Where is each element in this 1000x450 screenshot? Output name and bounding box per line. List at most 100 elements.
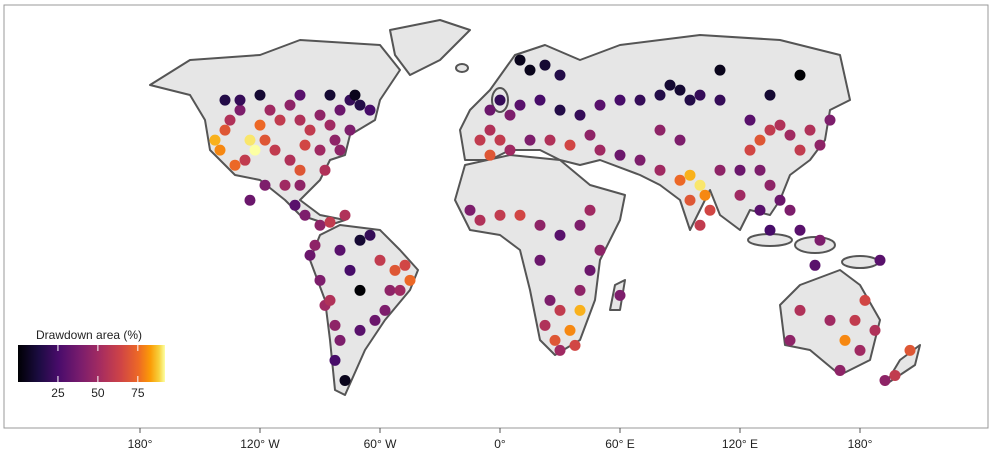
site-point <box>484 124 496 136</box>
site-point <box>379 304 391 316</box>
site-point <box>574 304 586 316</box>
x-tick-label: 0° <box>494 437 506 450</box>
site-point <box>324 216 336 228</box>
site-point <box>239 154 251 166</box>
site-point <box>334 244 346 256</box>
site-point <box>389 264 401 276</box>
site-point <box>254 119 266 131</box>
site-point <box>354 99 366 111</box>
site-point <box>869 324 881 336</box>
site-point <box>244 194 256 206</box>
site-point <box>654 89 666 101</box>
colorbar-tick-label: 75 <box>131 386 145 400</box>
site-point <box>584 204 596 216</box>
site-point <box>349 89 361 101</box>
site-point <box>514 209 526 221</box>
site-point <box>754 164 766 176</box>
site-point <box>294 164 306 176</box>
site-point <box>539 319 551 331</box>
x-tick-label: 180° <box>128 437 153 450</box>
site-point <box>684 169 696 181</box>
site-point <box>504 109 516 121</box>
site-point <box>574 109 586 121</box>
site-point <box>494 134 506 146</box>
site-point <box>704 204 716 216</box>
site-point <box>674 174 686 186</box>
site-point <box>714 64 726 76</box>
site-point <box>684 94 696 106</box>
x-tick-label: 120° W <box>240 437 280 450</box>
site-point <box>354 234 366 246</box>
site-point <box>564 324 576 336</box>
site-point <box>859 294 871 306</box>
site-point <box>634 154 646 166</box>
site-point <box>804 124 816 136</box>
site-point <box>244 134 256 146</box>
site-point <box>309 239 321 251</box>
site-point <box>304 124 316 136</box>
site-point <box>314 274 326 286</box>
site-point <box>294 114 306 126</box>
site-point <box>329 134 341 146</box>
site-point <box>784 334 796 346</box>
site-point <box>324 89 336 101</box>
site-point <box>734 164 746 176</box>
colorbar <box>18 345 165 382</box>
site-point <box>269 144 281 156</box>
site-point <box>299 209 311 221</box>
site-point <box>554 104 566 116</box>
site-point <box>614 289 626 301</box>
site-point <box>654 124 666 136</box>
site-point <box>534 254 546 266</box>
site-point <box>539 59 551 71</box>
site-point <box>324 119 336 131</box>
site-point <box>284 154 296 166</box>
site-point <box>874 254 886 266</box>
site-point <box>879 374 891 386</box>
site-point <box>314 144 326 156</box>
site-point <box>764 124 776 136</box>
site-point <box>824 314 836 326</box>
site-point <box>694 89 706 101</box>
site-point <box>404 274 416 286</box>
site-point <box>594 144 606 156</box>
site-point <box>274 114 286 126</box>
site-point <box>839 334 851 346</box>
site-point <box>814 139 826 151</box>
site-point <box>494 94 506 106</box>
x-tick-label: 60° E <box>605 437 634 450</box>
site-point <box>249 144 261 156</box>
site-point <box>594 244 606 256</box>
site-point <box>354 284 366 296</box>
site-point <box>809 259 821 271</box>
site-point <box>634 94 646 106</box>
site-point <box>314 109 326 121</box>
site-point <box>694 219 706 231</box>
site-point <box>694 179 706 191</box>
site-point <box>329 354 341 366</box>
island <box>455 63 469 73</box>
site-point <box>744 114 756 126</box>
site-point <box>569 339 581 351</box>
site-point <box>574 284 586 296</box>
site-point <box>794 224 806 236</box>
site-point <box>584 129 596 141</box>
site-point <box>464 204 476 216</box>
site-point <box>214 144 226 156</box>
site-point <box>289 199 301 211</box>
site-point <box>494 209 506 221</box>
site-point <box>554 304 566 316</box>
site-point <box>484 149 496 161</box>
site-point <box>574 219 586 231</box>
site-point <box>794 144 806 156</box>
site-point <box>354 324 366 336</box>
site-point <box>399 259 411 271</box>
site-point <box>324 294 336 306</box>
site-point <box>474 134 486 146</box>
site-point <box>334 144 346 156</box>
site-point <box>534 94 546 106</box>
site-point <box>714 94 726 106</box>
x-tick-label: 120° E <box>722 437 758 450</box>
site-point <box>784 204 796 216</box>
